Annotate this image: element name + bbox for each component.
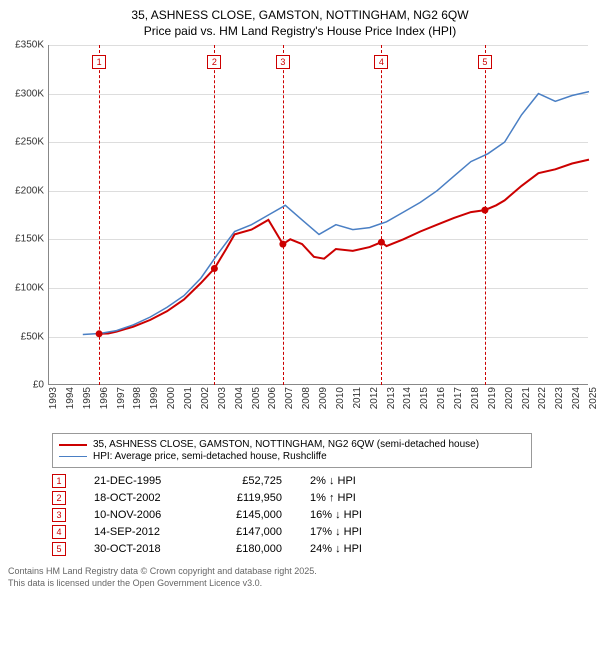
tx-price: £180,000 bbox=[212, 543, 282, 555]
x-axis-label: 2025 bbox=[588, 387, 599, 409]
x-axis-label: 1995 bbox=[82, 387, 93, 409]
legend-swatch bbox=[59, 456, 87, 458]
x-axis-label: 2005 bbox=[251, 387, 262, 409]
legend-row: HPI: Average price, semi-detached house,… bbox=[59, 451, 525, 462]
x-axis-label: 2016 bbox=[436, 387, 447, 409]
footer-line1: Contains HM Land Registry data © Crown c… bbox=[8, 566, 592, 578]
x-axis-label: 2015 bbox=[419, 387, 430, 409]
tx-badge: 4 bbox=[52, 525, 66, 539]
x-axis-label: 2019 bbox=[487, 387, 498, 409]
table-row: 3 10-NOV-2006 £145,000 16% ↓ HPI bbox=[52, 508, 592, 522]
tx-date: 18-OCT-2002 bbox=[94, 492, 184, 504]
x-axis-label: 1998 bbox=[132, 387, 143, 409]
y-axis-label: £150K bbox=[15, 234, 44, 245]
y-axis-label: £100K bbox=[15, 283, 44, 294]
event-badge: 5 bbox=[478, 55, 492, 69]
transactions-table: 1 21-DEC-1995 £52,725 2% ↓ HPI 2 18-OCT-2002 £… bbox=[52, 474, 592, 556]
tx-badge: 5 bbox=[52, 542, 66, 556]
x-axis-label: 2007 bbox=[284, 387, 295, 409]
x-axis-label: 2018 bbox=[470, 387, 481, 409]
event-marker bbox=[481, 207, 488, 214]
plot-area: 1 2 3 4 5 bbox=[48, 45, 588, 385]
chart-title: 35, ASHNESS CLOSE, GAMSTON, NOTTINGHAM, … bbox=[8, 8, 592, 39]
event-badge: 1 bbox=[92, 55, 106, 69]
tx-diff: 16% ↓ HPI bbox=[310, 509, 400, 521]
tx-price: £52,725 bbox=[212, 475, 282, 487]
tx-date: 21-DEC-1995 bbox=[94, 475, 184, 487]
table-row: 2 18-OCT-2002 £119,950 1% ↑ HPI bbox=[52, 491, 592, 505]
event-badge: 2 bbox=[207, 55, 221, 69]
legend-swatch bbox=[59, 444, 87, 446]
x-axis-label: 1994 bbox=[65, 387, 76, 409]
legend-row: 35, ASHNESS CLOSE, GAMSTON, NOTTINGHAM, … bbox=[59, 439, 525, 450]
tx-price: £145,000 bbox=[212, 509, 282, 521]
legend-label: HPI: Average price, semi-detached house,… bbox=[93, 451, 327, 462]
x-axis-label: 2017 bbox=[453, 387, 464, 409]
tx-price: £147,000 bbox=[212, 526, 282, 538]
x-axis-label: 1999 bbox=[149, 387, 160, 409]
tx-diff: 17% ↓ HPI bbox=[310, 526, 400, 538]
tx-date: 14-SEP-2012 bbox=[94, 526, 184, 538]
y-axis-label: £250K bbox=[15, 137, 44, 148]
legend: 35, ASHNESS CLOSE, GAMSTON, NOTTINGHAM, … bbox=[52, 433, 532, 468]
table-row: 4 14-SEP-2012 £147,000 17% ↓ HPI bbox=[52, 525, 592, 539]
x-axis-label: 2000 bbox=[166, 387, 177, 409]
footer-line2: This data is licensed under the Open Gov… bbox=[8, 578, 592, 590]
title-line1: 35, ASHNESS CLOSE, GAMSTON, NOTTINGHAM, … bbox=[8, 8, 592, 24]
x-axis-label: 2012 bbox=[369, 387, 380, 409]
x-axis-label: 2011 bbox=[352, 387, 363, 409]
y-axis-label: £300K bbox=[15, 88, 44, 99]
legend-label: 35, ASHNESS CLOSE, GAMSTON, NOTTINGHAM, … bbox=[93, 439, 479, 450]
event-marker bbox=[378, 239, 385, 246]
x-axis-label: 2020 bbox=[504, 387, 515, 409]
tx-badge: 3 bbox=[52, 508, 66, 522]
x-axis-label: 2010 bbox=[335, 387, 346, 409]
event-marker bbox=[211, 265, 218, 272]
x-axis-label: 2001 bbox=[183, 387, 194, 409]
tx-badge: 1 bbox=[52, 474, 66, 488]
event-marker bbox=[279, 241, 286, 248]
x-axis-label: 2013 bbox=[386, 387, 397, 409]
table-row: 1 21-DEC-1995 £52,725 2% ↓ HPI bbox=[52, 474, 592, 488]
series-hpi bbox=[83, 92, 589, 335]
tx-price: £119,950 bbox=[212, 492, 282, 504]
x-axis-label: 2024 bbox=[571, 387, 582, 409]
event-badge: 3 bbox=[276, 55, 290, 69]
tx-diff: 24% ↓ HPI bbox=[310, 543, 400, 555]
tx-diff: 1% ↑ HPI bbox=[310, 492, 400, 504]
x-axis-label: 1993 bbox=[48, 387, 59, 409]
tx-date: 30-OCT-2018 bbox=[94, 543, 184, 555]
tx-badge: 2 bbox=[52, 491, 66, 505]
event-marker bbox=[96, 330, 103, 337]
x-axis-label: 2009 bbox=[318, 387, 329, 409]
x-axis-label: 2014 bbox=[402, 387, 413, 409]
event-badge: 4 bbox=[374, 55, 388, 69]
tx-date: 10-NOV-2006 bbox=[94, 509, 184, 521]
x-axis-label: 2022 bbox=[537, 387, 548, 409]
x-axis-label: 2023 bbox=[554, 387, 565, 409]
title-line2: Price paid vs. HM Land Registry's House … bbox=[8, 24, 592, 40]
x-axis-label: 2021 bbox=[521, 387, 532, 409]
y-axis-label: £50K bbox=[21, 331, 44, 342]
x-axis-label: 2006 bbox=[267, 387, 278, 409]
x-axis-label: 2004 bbox=[234, 387, 245, 409]
y-axis-label: £350K bbox=[15, 40, 44, 51]
footer: Contains HM Land Registry data © Crown c… bbox=[8, 566, 592, 589]
x-axis-label: 2002 bbox=[200, 387, 211, 409]
chart-area: £0£50K£100K£150K£200K£250K£300K£350K 123… bbox=[8, 45, 592, 425]
y-axis-label: £200K bbox=[15, 185, 44, 196]
tx-diff: 2% ↓ HPI bbox=[310, 475, 400, 487]
x-axis-label: 1997 bbox=[116, 387, 127, 409]
y-axis-label: £0 bbox=[33, 380, 44, 391]
table-row: 5 30-OCT-2018 £180,000 24% ↓ HPI bbox=[52, 542, 592, 556]
series-price_paid bbox=[99, 160, 589, 334]
x-axis-label: 2008 bbox=[301, 387, 312, 409]
x-axis-label: 2003 bbox=[217, 387, 228, 409]
x-axis-label: 1996 bbox=[99, 387, 110, 409]
